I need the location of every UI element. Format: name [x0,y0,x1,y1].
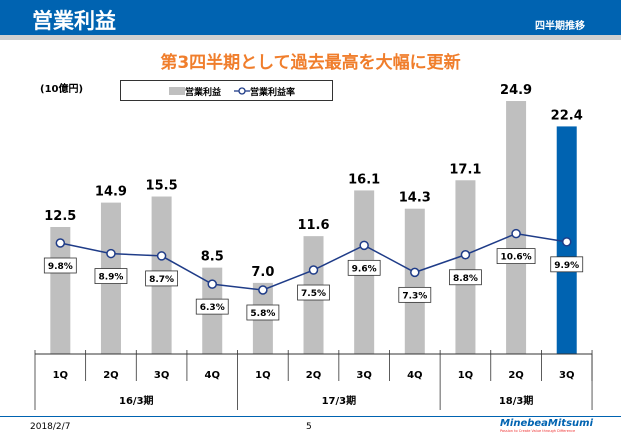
category-label: 2Q [103,370,118,381]
category-label: 2Q [508,370,523,381]
bar-value-label: 22.4 [551,108,583,123]
rate-label-box [145,270,179,287]
rate-label-box [43,257,77,274]
rate-point [106,248,116,259]
rate-label: 7.3% [402,291,427,301]
header-bar [0,0,621,35]
rate-label-box [496,248,536,265]
group-label: 16/3期 [119,394,154,407]
rate-label-box [195,298,229,315]
bar-value-label: 12.5 [44,209,76,224]
category-label: 2Q [306,370,321,381]
bar [506,101,527,355]
rate-point [308,265,319,275]
bar [455,180,476,354]
rate-point [410,267,420,278]
category-label: 1Q [255,370,270,381]
rate-label-box [398,286,432,303]
bar [404,208,425,354]
legend-bar-label: 営業利益 [185,88,222,98]
bar-value-label: 14.9 [95,185,127,200]
page-number: 5 [306,422,312,432]
rate-label-box [550,256,584,273]
bar-value-label: 24.9 [500,83,532,98]
rate-label: 6.3% [200,303,225,313]
bar-value-label: 8.5 [201,250,224,265]
rate-label: 8.7% [149,275,174,285]
rate-point [207,279,217,289]
rate-label: 8.9% [98,273,123,283]
rate-point [561,237,572,247]
category-label: 1Q [53,370,68,381]
headline: 第3四半期として過去最高を大幅に更新 [160,53,461,73]
rate-point [55,238,66,248]
unit-label: (10億円) [40,84,84,95]
rate-label: 9.8% [48,262,73,272]
rate-label-box [449,269,482,286]
rate-point [156,251,167,261]
category-label: 4Q [205,370,220,381]
footer-divider [0,416,621,417]
legend-line-label: 営業利益率 [250,88,296,98]
legend-line-icon [234,87,250,95]
group-label: 17/3期 [322,394,357,407]
category-label: 3Q [559,370,574,381]
company-logo: MinebeaMitsumi Passion to Create Value th… [499,418,593,433]
rate-point [460,250,471,260]
category-label: 3Q [154,370,169,381]
rate-label: 9.9% [554,261,579,271]
rate-point [359,240,369,251]
bar-value-label: 14.3 [399,191,431,206]
category-label: 3Q [356,370,371,381]
rate-label-box [347,259,381,276]
rate-label: 9.6% [352,264,377,274]
rate-label-box [246,304,280,321]
rate-point [258,285,268,295]
rate-label: 7.5% [301,289,326,299]
rate-label-box [94,268,128,284]
legend-bar-swatch [169,87,185,95]
page-title: 営業利益 [32,9,116,33]
rate-label: 10.6% [500,253,531,263]
bar-value-label: 7.0 [251,265,274,280]
header-divider [0,35,621,40]
category-label: 4Q [407,370,422,381]
rate-label: 8.8% [453,274,478,284]
rate-label-box [297,284,330,301]
bar-value-label: 16.1 [348,172,380,187]
bar-value-label: 11.6 [297,218,329,233]
bar-value-label: 17.1 [449,162,481,177]
category-label: 1Q [458,370,473,381]
legend: 営業利益 営業利益率 [120,80,333,101]
group-label: 18/3期 [499,394,534,407]
page-subtitle: 四半期推移 [535,21,585,32]
footer-date: 2018/2/7 [30,422,71,432]
rate-label: 5.8% [250,309,275,319]
rate-point [511,228,521,239]
bar-value-label: 15.5 [146,179,178,194]
